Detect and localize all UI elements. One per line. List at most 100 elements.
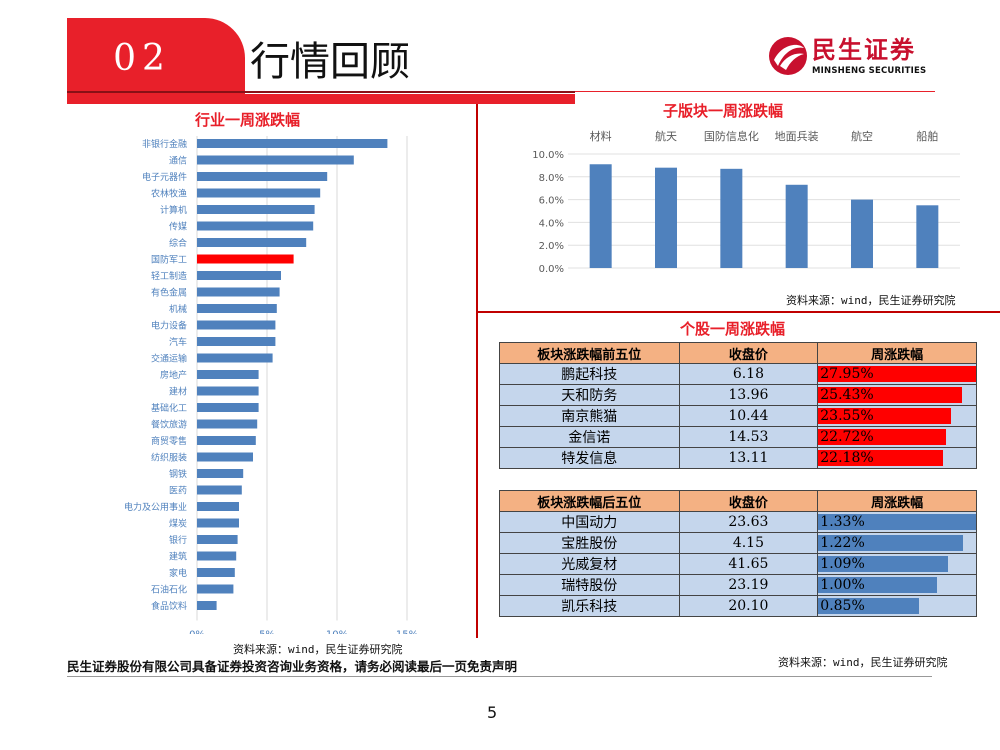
bottom5-change-text: 1.33% [820,514,865,530]
bottom5-change-cell: 1.00% [817,574,977,596]
industry-category-label: 纺织服装 [151,452,187,464]
industry-category-label: 食品饮料 [151,600,187,612]
bottom5-change-cell: 1.22% [817,532,977,554]
top5-change-text: 22.72% [820,429,874,445]
industry-chart-source: 资料来源：wind，民生证券研究院 [233,643,403,656]
top5-close-price: 13.96 [678,384,819,406]
industry-category-label: 通信 [169,155,187,167]
stock-section-title: 个股一周涨跌幅 [680,320,786,338]
industry-bar [197,172,328,181]
vertical-divider [476,104,478,638]
top5-change-bar [818,387,962,403]
industry-bar [197,271,281,280]
top5-row: 南京熊猫 10.44 23.55% [499,405,977,427]
bottom5-change-cell: 1.09% [817,553,977,575]
top5-header-name: 板块涨跌幅前五位 [499,342,680,364]
bottom5-change-bar [818,598,920,614]
top5-row: 特发信息 13.11 22.18% [499,447,977,469]
industry-category-label: 家电 [169,567,187,579]
industry-bar [197,485,242,495]
sub-bar [720,168,743,268]
top5-change-text: 22.18% [820,450,874,466]
industry-category-label: 建筑 [169,551,187,563]
top5-change-bar [818,366,976,382]
sub-category-label: 材料 [590,129,612,143]
header-divider [67,91,575,93]
industry-category-label: 房地产 [160,369,187,381]
top5-stock-name: 特发信息 [499,447,680,469]
industry-bar [197,452,253,462]
industry-bar [197,304,277,313]
top5-change-cell: 22.18% [817,447,977,469]
top5-change-text: 25.43% [820,387,874,403]
sub-category-label: 船舶 [916,129,938,143]
top5-change-cell: 23.55% [817,405,977,427]
top5-change-bar [818,450,944,466]
bottom5-table: 板块涨跌幅后五位 收盘价 周涨跌幅 中国动力 23.63 1.33% 宝胜股份 4.15… [499,490,977,617]
sub-sector-chart-source: 资料来源：wind，民生证券研究院 [786,294,956,307]
industry-bar [197,370,259,379]
bottom5-change-cell: 0.85% [817,595,977,617]
sub-y-tick: 10.0% [532,150,564,161]
industry-category-label: 餐饮旅游 [151,419,187,431]
sub-y-tick: 4.0% [539,218,564,229]
industry-category-label: 有色金属 [151,287,187,299]
page-number: 5 [487,703,498,722]
sub-sector-bar-chart: 0.0% 2.0% 4.0% 6.0% 8.0% 10.0% 材料 航天 国防信息化 地面兵装 航空… [532,129,960,275]
bottom5-header-name: 板块涨跌幅后五位 [499,490,680,512]
bottom5-change-bar [818,556,948,572]
industry-category-label: 银行 [169,534,187,546]
industry-bar [197,188,321,198]
top5-close-price: 10.44 [678,405,819,427]
industry-x-tick: 15% [396,630,418,635]
industry-bar [197,469,244,478]
industry-bar [197,139,388,148]
industry-bar [197,419,258,429]
section-tab [67,18,245,98]
sub-y-tick: 0.0% [539,264,564,275]
industry-bar [197,518,239,528]
top5-close-price: 13.11 [678,447,819,469]
minsheng-logo-icon [769,37,807,75]
industry-bar [197,221,314,231]
industry-category-label: 电子元器件 [142,171,187,183]
footer-disclaimer: 民生证券股份有限公司具备证券投资咨询业务资格，请务必阅读最后一页免责声明 [67,659,518,674]
industry-category-label: 轻工制造 [151,270,187,282]
stock-section-source: 资料来源：wind，民生证券研究院 [778,656,948,669]
sub-bar [851,199,873,268]
industry-category-label: 基础化工 [151,402,187,414]
industry-x-tick: 5% [259,630,275,635]
sub-sector-chart-title: 子版块一周涨跌幅 [663,102,784,120]
top5-change-cell: 22.72% [817,426,977,448]
industry-category-label: 传媒 [169,221,187,233]
top5-header-change: 周涨跌幅 [817,342,977,364]
top5-row: 鹏起科技 6.18 27.95% [499,363,977,385]
industry-chart-title: 行业一周涨跌幅 [195,111,301,129]
industry-bar [197,287,280,297]
industry-bar-chart: 0% 5% 10% 15% 非银行金融通信电子元器件农林牧渔计算机传媒综合国防军工轻工制… [124,136,418,635]
bottom5-change-text: 1.09% [820,556,865,572]
top5-change-text: 27.95% [820,366,874,382]
top5-stock-name: 南京熊猫 [499,405,680,427]
logo-name-en: MINSHENG SECURITIES [812,66,927,76]
top5-close-price: 6.18 [678,363,819,385]
bottom5-change-text: 1.22% [820,535,865,551]
industry-category-label: 机械 [169,303,187,315]
industry-bar [197,551,237,561]
top5-change-bar [818,429,947,445]
top5-stock-name: 金信诺 [499,426,680,448]
sub-y-tick: 6.0% [539,196,564,207]
bottom5-close-price: 20.10 [678,595,819,617]
industry-bar [197,320,276,330]
industry-bar [197,337,276,346]
industry-x-tick: 10% [326,630,348,635]
bottom5-change-bar [818,535,963,551]
bottom5-row: 瑞特股份 23.19 1.00% [499,574,977,596]
bottom5-change-bar [818,514,976,530]
industry-category-label: 农林牧渔 [151,188,187,200]
bottom5-header-change: 周涨跌幅 [817,490,977,512]
industry-bar [197,502,239,511]
section-number: 02 [113,38,171,79]
top5-stock-name: 鹏起科技 [499,363,680,385]
bottom5-row: 凯乐科技 20.10 0.85% [499,595,977,617]
